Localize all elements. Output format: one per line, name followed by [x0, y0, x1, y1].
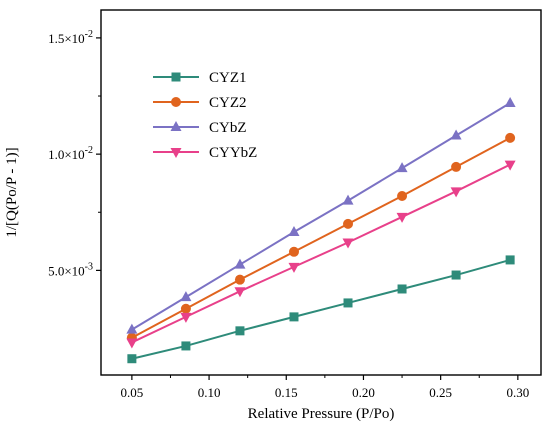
data-point	[505, 132, 516, 143]
data-point	[126, 323, 138, 334]
plot-frame	[100, 9, 542, 376]
series-line	[131, 163, 511, 344]
legend-marker	[170, 121, 182, 131]
data-point	[342, 194, 354, 205]
legend-label: CYbZ	[209, 120, 247, 136]
y-tick-label: 1.5×10-2	[48, 29, 93, 46]
legend-label: CYZ2	[209, 95, 247, 111]
data-point	[504, 96, 516, 107]
x-tick-label: 0.20	[352, 385, 375, 400]
data-point	[181, 341, 191, 351]
legend: CYZ1 CYZ2 CYbZ CYYbZ	[153, 70, 257, 161]
data-point	[127, 354, 137, 364]
series-cyybz	[126, 160, 516, 349]
data-point	[450, 187, 462, 198]
data-point	[234, 287, 246, 298]
data-point	[396, 212, 408, 223]
data-point	[505, 255, 515, 265]
legend-label: CYYbZ	[209, 145, 257, 161]
data-point	[126, 338, 138, 349]
data-point	[397, 284, 407, 294]
legend-marker	[171, 97, 181, 107]
series-cyz2	[126, 132, 516, 343]
x-tick-label: 0.25	[429, 385, 452, 400]
x-tick-label: 0.15	[275, 385, 298, 400]
data-point	[180, 312, 192, 323]
data-point	[451, 161, 462, 172]
series-line	[131, 136, 511, 339]
x-axis-title: Relative Pressure (P/Po)	[248, 406, 395, 422]
data-point	[397, 190, 408, 201]
legend-item-cybz: CYbZ	[153, 120, 247, 136]
legend-marker	[170, 148, 182, 158]
data-point	[451, 270, 461, 280]
data-point	[343, 298, 353, 308]
series-cyz1	[127, 255, 515, 364]
x-axis: 0.05 0.10 0.15 0.20 0.25 0.30	[121, 375, 529, 400]
series-cybz	[126, 96, 516, 334]
x-tick-label: 0.30	[506, 385, 529, 400]
x-tick-label: 0.10	[198, 385, 221, 400]
data-point	[289, 312, 299, 322]
data-point	[343, 218, 354, 229]
data-point	[288, 226, 300, 237]
data-point	[288, 262, 300, 273]
x-tick-label: 0.05	[121, 385, 144, 400]
data-point	[450, 129, 462, 140]
legend-marker	[171, 72, 181, 82]
y-axis-title: 1/[Q(Po/P - 1)]	[4, 147, 20, 237]
data-point	[234, 274, 245, 285]
data-point	[234, 258, 246, 269]
legend-item-cyz1: CYZ1	[153, 70, 247, 86]
data-point	[504, 160, 516, 171]
data-point	[235, 326, 245, 336]
y-axis: 5.0×10-3 1.0×10-2 1.5×10-2	[48, 29, 101, 278]
plot-area	[100, 9, 542, 376]
series-layer	[126, 96, 516, 364]
legend-item-cyybz: CYYbZ	[153, 145, 257, 161]
data-point	[180, 303, 191, 314]
data-point	[342, 238, 354, 249]
legend-item-cyz2: CYZ2	[153, 95, 247, 111]
data-point	[396, 162, 408, 173]
series-line	[131, 258, 511, 360]
y-tick-label: 5.0×10-3	[48, 261, 93, 278]
legend-label: CYZ1	[209, 70, 247, 86]
data-point	[180, 291, 192, 302]
data-point	[288, 246, 299, 257]
series-line	[131, 102, 511, 331]
y-tick-label: 1.0×10-2	[48, 145, 93, 162]
axes-layer: 0.05 0.10 0.15 0.20 0.25 0.30 5.0×10-3 1.0×10-2…	[48, 29, 529, 400]
